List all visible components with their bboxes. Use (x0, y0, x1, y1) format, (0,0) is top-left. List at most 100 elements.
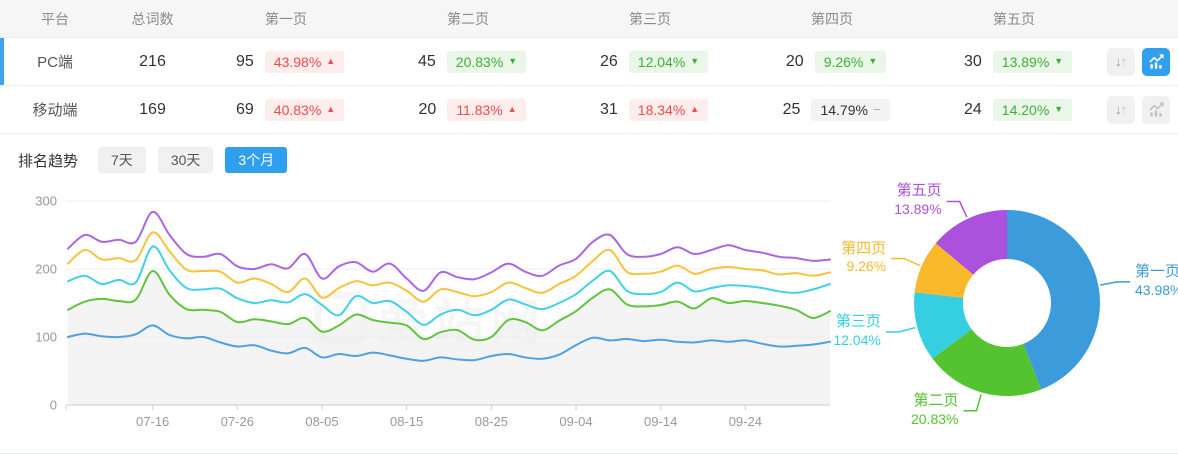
pie-slice-第四页[interactable] (914, 243, 974, 298)
change-percent: 18.34% (637, 101, 686, 118)
x-axis-label-08-05: 08-05 (305, 414, 338, 429)
column-header-0: 平台 (41, 10, 69, 27)
page-5-cell: 30 13.89% ▼ (923, 50, 1105, 73)
watermark: 爱站网 (314, 291, 540, 351)
page-4-cell: 25 14.79% − (741, 98, 923, 121)
pie-leader-line (946, 200, 968, 218)
trend-chart-button[interactable] (1142, 47, 1170, 76)
pie-label-name: 第一页 (1135, 262, 1178, 280)
x-axis-label-07-16: 07-16 (136, 414, 169, 429)
trend-line-第一页 (67, 324, 831, 362)
y-axis-label-0: 0 (50, 398, 57, 413)
x-axis-label-07-26: 07-26 (221, 414, 254, 429)
column-header-6: 第五页 (993, 10, 1035, 27)
table-row[interactable]: 移动端 169 69 40.83% ▲ 20 11.83% ▲ 31 18.34% ▲ 25 14.79… (0, 86, 1178, 134)
page-distribution-donut-chart: 第一页 43.98% 第二页 20.83% 第三页 12.04% 第四页 9.26% 第五页 13… (833, 177, 1178, 449)
down-arrow-icon: ↓ (1115, 102, 1122, 117)
change-percent: 40.83% (273, 101, 322, 118)
rank-trend-line-chart: 爱站网 0 100 200 300 07-16 07-26 08-05 08-15 08-25 09… (0, 177, 840, 449)
table-header-row: 平台 总词数 第一页 第二页 第三页 第四页 第五页 (0, 0, 1178, 38)
change-badge: 40.83% ▲ (264, 98, 345, 121)
area-fill (68, 270, 830, 405)
pie-slice-第五页[interactable] (935, 210, 1007, 275)
row-actions: ↓ ↑ (1105, 47, 1178, 76)
flat-trend-icon: − (872, 102, 881, 117)
change-percent: 43.98% (273, 53, 322, 70)
sort-button[interactable]: ↓ ↑ (1107, 95, 1135, 124)
platform-cell: 移动端 (32, 102, 78, 119)
page-5-cell: 24 14.20% ▼ (923, 98, 1105, 121)
down-arrow-icon: ↓ (1115, 54, 1122, 69)
change-badge: 12.04% ▼ (628, 50, 709, 73)
rank-table: 平台 总词数 第一页 第二页 第三页 第四页 第五页 PC端 216 95 43.98% ▲ 45 20.… (0, 0, 1178, 134)
total-words-cell: 216 (139, 52, 166, 70)
down-trend-icon: ▼ (1054, 104, 1064, 114)
charts-row: 爱站网 0 100 200 300 07-16 07-26 08-05 08-15 08-25 09… (0, 177, 1178, 449)
trend-line-第四页 (67, 231, 831, 303)
trend-line-第二页 (67, 270, 831, 342)
table-row[interactable]: PC端 216 95 43.98% ▲ 45 20.83% ▼ 26 12.04% ▼ 20 9.26%… (0, 38, 1178, 86)
pie-label-percent: 9.26% (846, 258, 887, 275)
platform-cell: PC端 (37, 54, 73, 71)
x-axis-label-08-25: 08-25 (475, 414, 508, 429)
pie-leader-line (885, 326, 916, 333)
pie-label-percent: 20.83% (910, 410, 959, 427)
up-arrow-icon: ↑ (1120, 54, 1128, 69)
change-percent: 12.04% (637, 53, 686, 70)
change-percent: 14.20% (1001, 101, 1050, 118)
page-4-cell: 20 9.26% ▼ (741, 50, 923, 73)
change-badge: 20.83% ▼ (446, 50, 527, 73)
page-count: 45 (418, 52, 436, 70)
pie-label-第五页: 第五页 13.89% (894, 182, 941, 218)
down-trend-icon: ▼ (1054, 56, 1064, 66)
sort-button[interactable]: ↓ ↑ (1107, 47, 1135, 76)
up-trend-icon: ▲ (690, 104, 700, 114)
page-1-cell: 95 43.98% ▲ (195, 50, 377, 73)
pie-slice-第二页[interactable] (932, 329, 1042, 396)
up-arrow-icon: ↑ (1120, 102, 1128, 117)
pie-label-name: 第四页 (841, 239, 887, 257)
trend-title: 排名趋势 (18, 152, 79, 170)
pie-leader-line (891, 257, 921, 267)
change-badge: 13.89% ▼ (992, 50, 1073, 73)
page-2-cell: 20 11.83% ▲ (377, 98, 559, 121)
tab-range-30天[interactable]: 30天 (157, 146, 214, 174)
pie-leader-line (1100, 281, 1130, 286)
total-words-cell: 169 (139, 100, 166, 118)
change-percent: 14.79% (820, 101, 868, 118)
tab-range-7天[interactable]: 7天 (98, 146, 146, 174)
page-2-cell: 45 20.83% ▼ (377, 50, 559, 73)
pie-label-第一页: 第一页 43.98% (1135, 263, 1178, 299)
pie-slice-第三页[interactable] (914, 292, 972, 359)
change-percent: 13.89% (1001, 53, 1050, 70)
page-count: 31 (600, 100, 618, 118)
pie-label-第四页: 第四页 9.26% (841, 240, 886, 276)
change-percent: 11.83% (456, 101, 503, 118)
page-count: 26 (600, 52, 618, 70)
x-axis-label-09-14: 09-14 (644, 414, 677, 429)
pie-label-percent: 43.98% (1135, 281, 1178, 298)
pie-label-name: 第二页 (913, 391, 959, 409)
pie-label-第二页: 第二页 20.83% (911, 392, 958, 428)
change-percent: 9.26% (823, 53, 864, 70)
x-axis-label-09-24: 09-24 (729, 414, 762, 429)
trend-chart-button[interactable] (1142, 95, 1170, 124)
pie-slice-第一页[interactable] (1007, 210, 1100, 390)
x-axis-label-09-04: 09-04 (559, 414, 592, 429)
page-count: 95 (236, 52, 254, 70)
change-badge: 14.79% − (811, 98, 890, 121)
down-trend-icon: ▼ (508, 56, 518, 66)
change-badge: 9.26% ▼ (814, 50, 887, 73)
y-axis-label-300: 300 (35, 194, 57, 209)
page-3-cell: 26 12.04% ▼ (559, 50, 741, 73)
trend-toolbar: 排名趋势 7天 30天 3个月 (0, 145, 1178, 175)
change-badge: 18.34% ▲ (628, 98, 709, 121)
page-count: 20 (418, 100, 437, 118)
pie-leader-line (963, 394, 982, 412)
change-badge: 11.83% ▲ (447, 98, 526, 121)
up-trend-icon: ▲ (326, 56, 336, 66)
change-badge: 43.98% ▲ (264, 50, 345, 73)
up-trend-icon: ▲ (326, 104, 336, 114)
down-trend-icon: ▼ (868, 56, 878, 66)
tab-range-3个月[interactable]: 3个月 (225, 146, 288, 174)
